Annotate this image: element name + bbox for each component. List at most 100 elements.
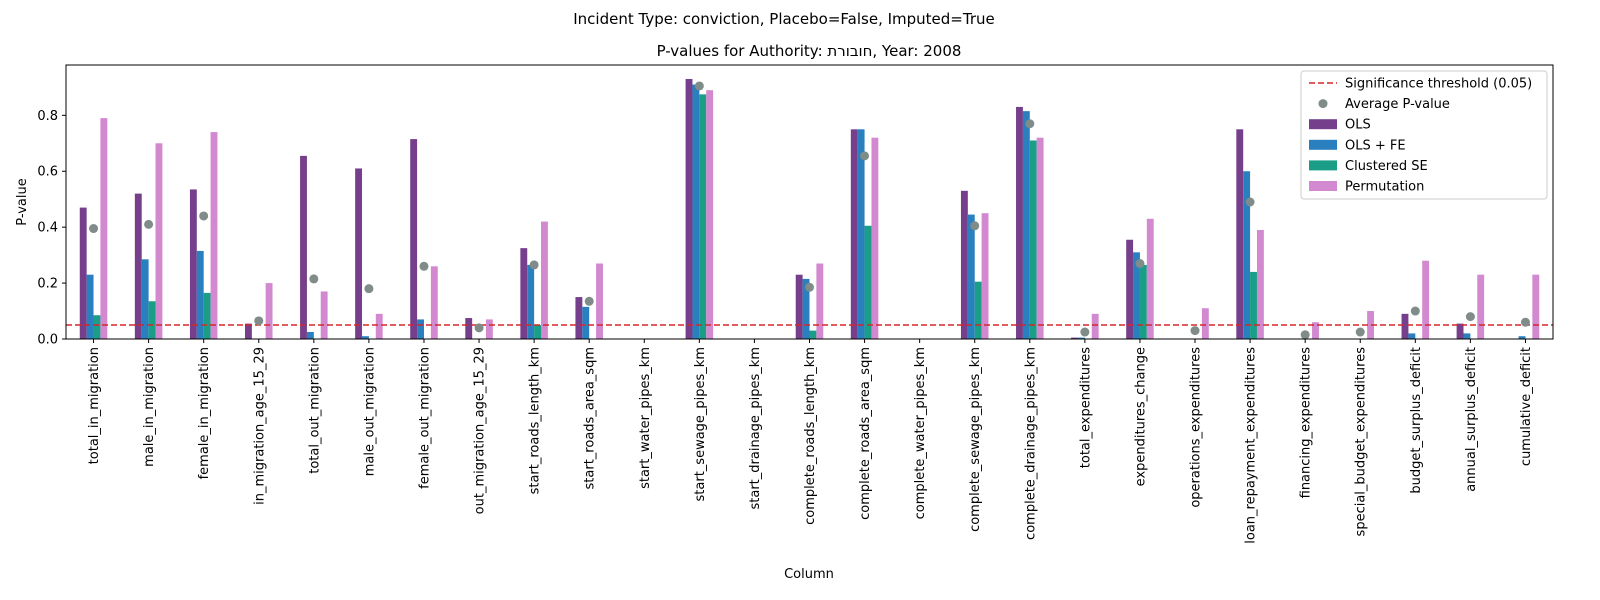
x-tick-label: expenditures_change	[1133, 347, 1148, 486]
bar	[871, 137, 879, 339]
average-point	[1300, 330, 1310, 340]
bar	[520, 248, 528, 339]
bar	[1477, 274, 1485, 339]
average-point	[1410, 306, 1420, 316]
bar	[1456, 323, 1464, 339]
average-point	[1355, 327, 1365, 337]
bar	[1139, 264, 1147, 339]
bar	[100, 118, 108, 340]
average-point	[1245, 197, 1255, 207]
bar	[79, 207, 87, 339]
x-tick-label: complete_sewage_pipes_km	[968, 347, 983, 532]
bar	[1022, 111, 1030, 339]
bar	[265, 283, 273, 339]
legend-label-clustered-se: Clustered SE	[1345, 159, 1428, 174]
x-tick-label: complete_drainage_pipes_km	[1023, 347, 1038, 540]
bar	[1126, 239, 1134, 339]
x-tick-label: complete_roads_area_sqm	[858, 347, 873, 520]
bar	[685, 78, 693, 339]
bar	[1408, 333, 1416, 339]
y-tick-label: 0.6	[37, 165, 58, 180]
bar	[417, 319, 424, 339]
bar	[93, 315, 101, 339]
x-tick-label: financing_expenditures	[1299, 347, 1314, 499]
bar	[1091, 313, 1099, 339]
x-tick-label: male_in_migration	[142, 347, 157, 467]
x-tick-label: start_roads_area_sqm	[583, 347, 598, 489]
bar	[1367, 311, 1375, 339]
bar	[1036, 137, 1044, 339]
x-tick-label: cumulative_deficit	[1519, 347, 1534, 466]
x-tick-label: budget_surplus_deficit	[1409, 347, 1424, 494]
legend-swatch-ols	[1309, 119, 1337, 130]
bar	[541, 221, 548, 339]
average-point	[805, 282, 814, 292]
x-tick-label: complete_roads_length_km	[803, 347, 818, 525]
x-axis-label: Column	[784, 567, 834, 582]
bar	[706, 90, 714, 339]
bar	[1029, 140, 1037, 339]
plot-area: 0.0 0.2 0.4 0.6 0.8 total_in_migration male_in…	[37, 64, 1554, 544]
bar	[575, 297, 583, 339]
bar	[300, 155, 307, 339]
legend-box	[1300, 70, 1548, 200]
bar	[967, 214, 975, 339]
bar	[1236, 129, 1244, 339]
average-point	[309, 274, 319, 284]
bar	[141, 259, 149, 339]
bar	[1256, 229, 1264, 339]
bar	[1250, 271, 1257, 339]
bar	[355, 168, 363, 339]
bar	[1422, 260, 1430, 339]
x-tick-label: in_migration_age_15_29	[252, 347, 267, 505]
average-point	[364, 284, 374, 294]
average-point	[1465, 312, 1475, 322]
x-tick-label: start_roads_length_km	[528, 347, 543, 494]
bar	[203, 292, 211, 339]
bar	[864, 225, 872, 339]
legend-swatch-clustered-se	[1309, 160, 1337, 171]
legend-swatch-ols-fe	[1309, 139, 1337, 150]
average-point	[529, 260, 539, 270]
bar	[86, 274, 94, 339]
bar	[306, 332, 314, 339]
bar	[189, 189, 197, 339]
average-point	[1135, 259, 1145, 269]
average-point	[694, 81, 704, 91]
average-point	[1080, 327, 1090, 337]
x-tick-label: female_out_migration	[417, 347, 432, 489]
average-point	[419, 261, 429, 271]
average-point	[1190, 326, 1200, 336]
average-point	[1520, 317, 1530, 327]
bar	[1518, 336, 1526, 339]
bar	[981, 213, 989, 339]
x-tick-label: total_in_migration	[87, 347, 102, 464]
x-tick-label: start_drainage_pipes_km	[748, 347, 763, 510]
bar	[430, 266, 438, 339]
legend-label-significance-threshold-0-05: Significance threshold (0.05)	[1345, 77, 1532, 92]
average-point	[474, 323, 484, 333]
bar	[1146, 218, 1154, 339]
bar	[850, 129, 858, 339]
x-tick-label: start_sewage_pipes_km	[693, 347, 708, 501]
bar	[1071, 337, 1078, 339]
bar	[527, 264, 535, 339]
bar	[362, 336, 369, 339]
bar	[816, 263, 824, 339]
x-tick-label: loan_repayment_expenditures	[1244, 347, 1259, 544]
y-tick-label: 0.8	[37, 109, 58, 124]
y-axis-label: P-value	[15, 178, 30, 225]
x-tick-label: total_out_migration	[307, 347, 322, 474]
legend-label-ols: OLS	[1345, 118, 1371, 133]
bar	[1133, 252, 1140, 339]
legend: Significance threshold (0.05) Average P-v…	[1300, 70, 1548, 200]
bar	[534, 325, 542, 339]
bar	[809, 330, 817, 339]
chart-suptitle: Incident Type: conviction, Placebo=False…	[573, 10, 994, 28]
bar	[196, 250, 204, 339]
bar	[375, 313, 383, 339]
x-tick-label: start_water_pipes_km	[638, 347, 653, 489]
bar	[596, 263, 603, 339]
x-tick-label: special_budget_expenditures	[1354, 347, 1369, 537]
